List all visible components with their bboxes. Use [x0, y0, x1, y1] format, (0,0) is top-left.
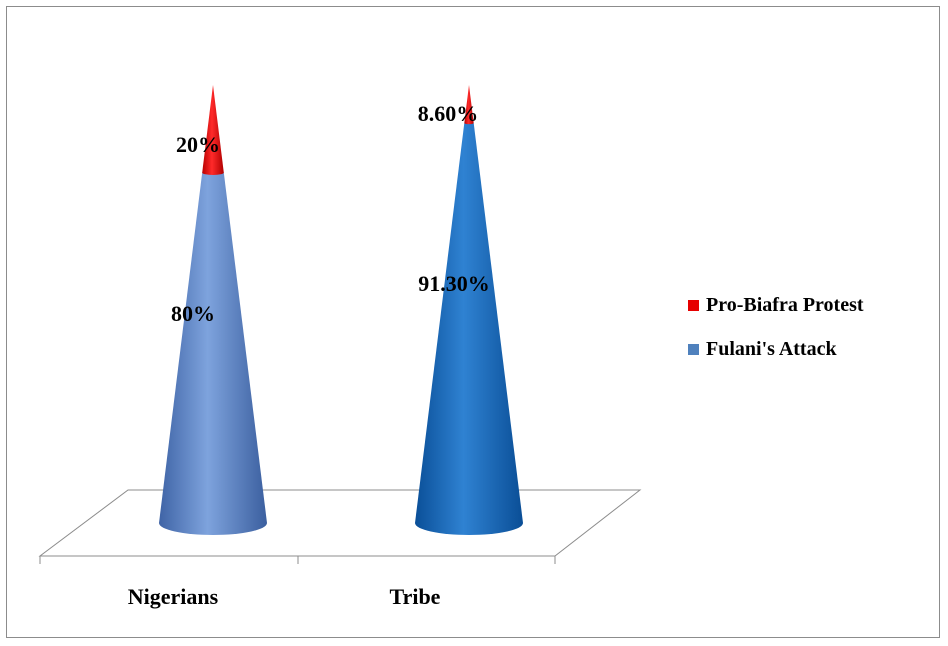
legend-item-fulani: Fulani's Attack — [688, 336, 864, 363]
legend-item-pro-biafra: Pro-Biafra Protest — [688, 292, 864, 319]
legend-label-pro-biafra: Pro-Biafra Protest — [706, 294, 864, 316]
data-label-fulani-tribe: 91.30% — [418, 271, 490, 296]
bar-fulani-attack-nigerians — [159, 172, 267, 535]
category-label-tribe: Tribe — [390, 584, 441, 609]
bar-pro-biafra-protest-nigerians — [202, 85, 224, 175]
data-label-pro-biafra-tribe: 8.60% — [418, 101, 479, 126]
category-label-nigerians: Nigerians — [128, 584, 219, 609]
legend-swatch-fulani — [688, 344, 699, 355]
chart-legend: Pro-Biafra Protest Fulani's Attack — [688, 292, 864, 380]
data-label-pro-biafra-nigerians: 20% — [176, 132, 220, 157]
bar-pro-biafra-protest-tribe — [464, 85, 474, 125]
bar-fulani-attack-tribe — [415, 123, 523, 535]
chart-floor — [38, 489, 642, 557]
data-label-fulani-nigerians: 80% — [171, 301, 215, 326]
legend-swatch-pro-biafra — [688, 300, 699, 311]
legend-label-fulani: Fulani's Attack — [706, 338, 837, 360]
